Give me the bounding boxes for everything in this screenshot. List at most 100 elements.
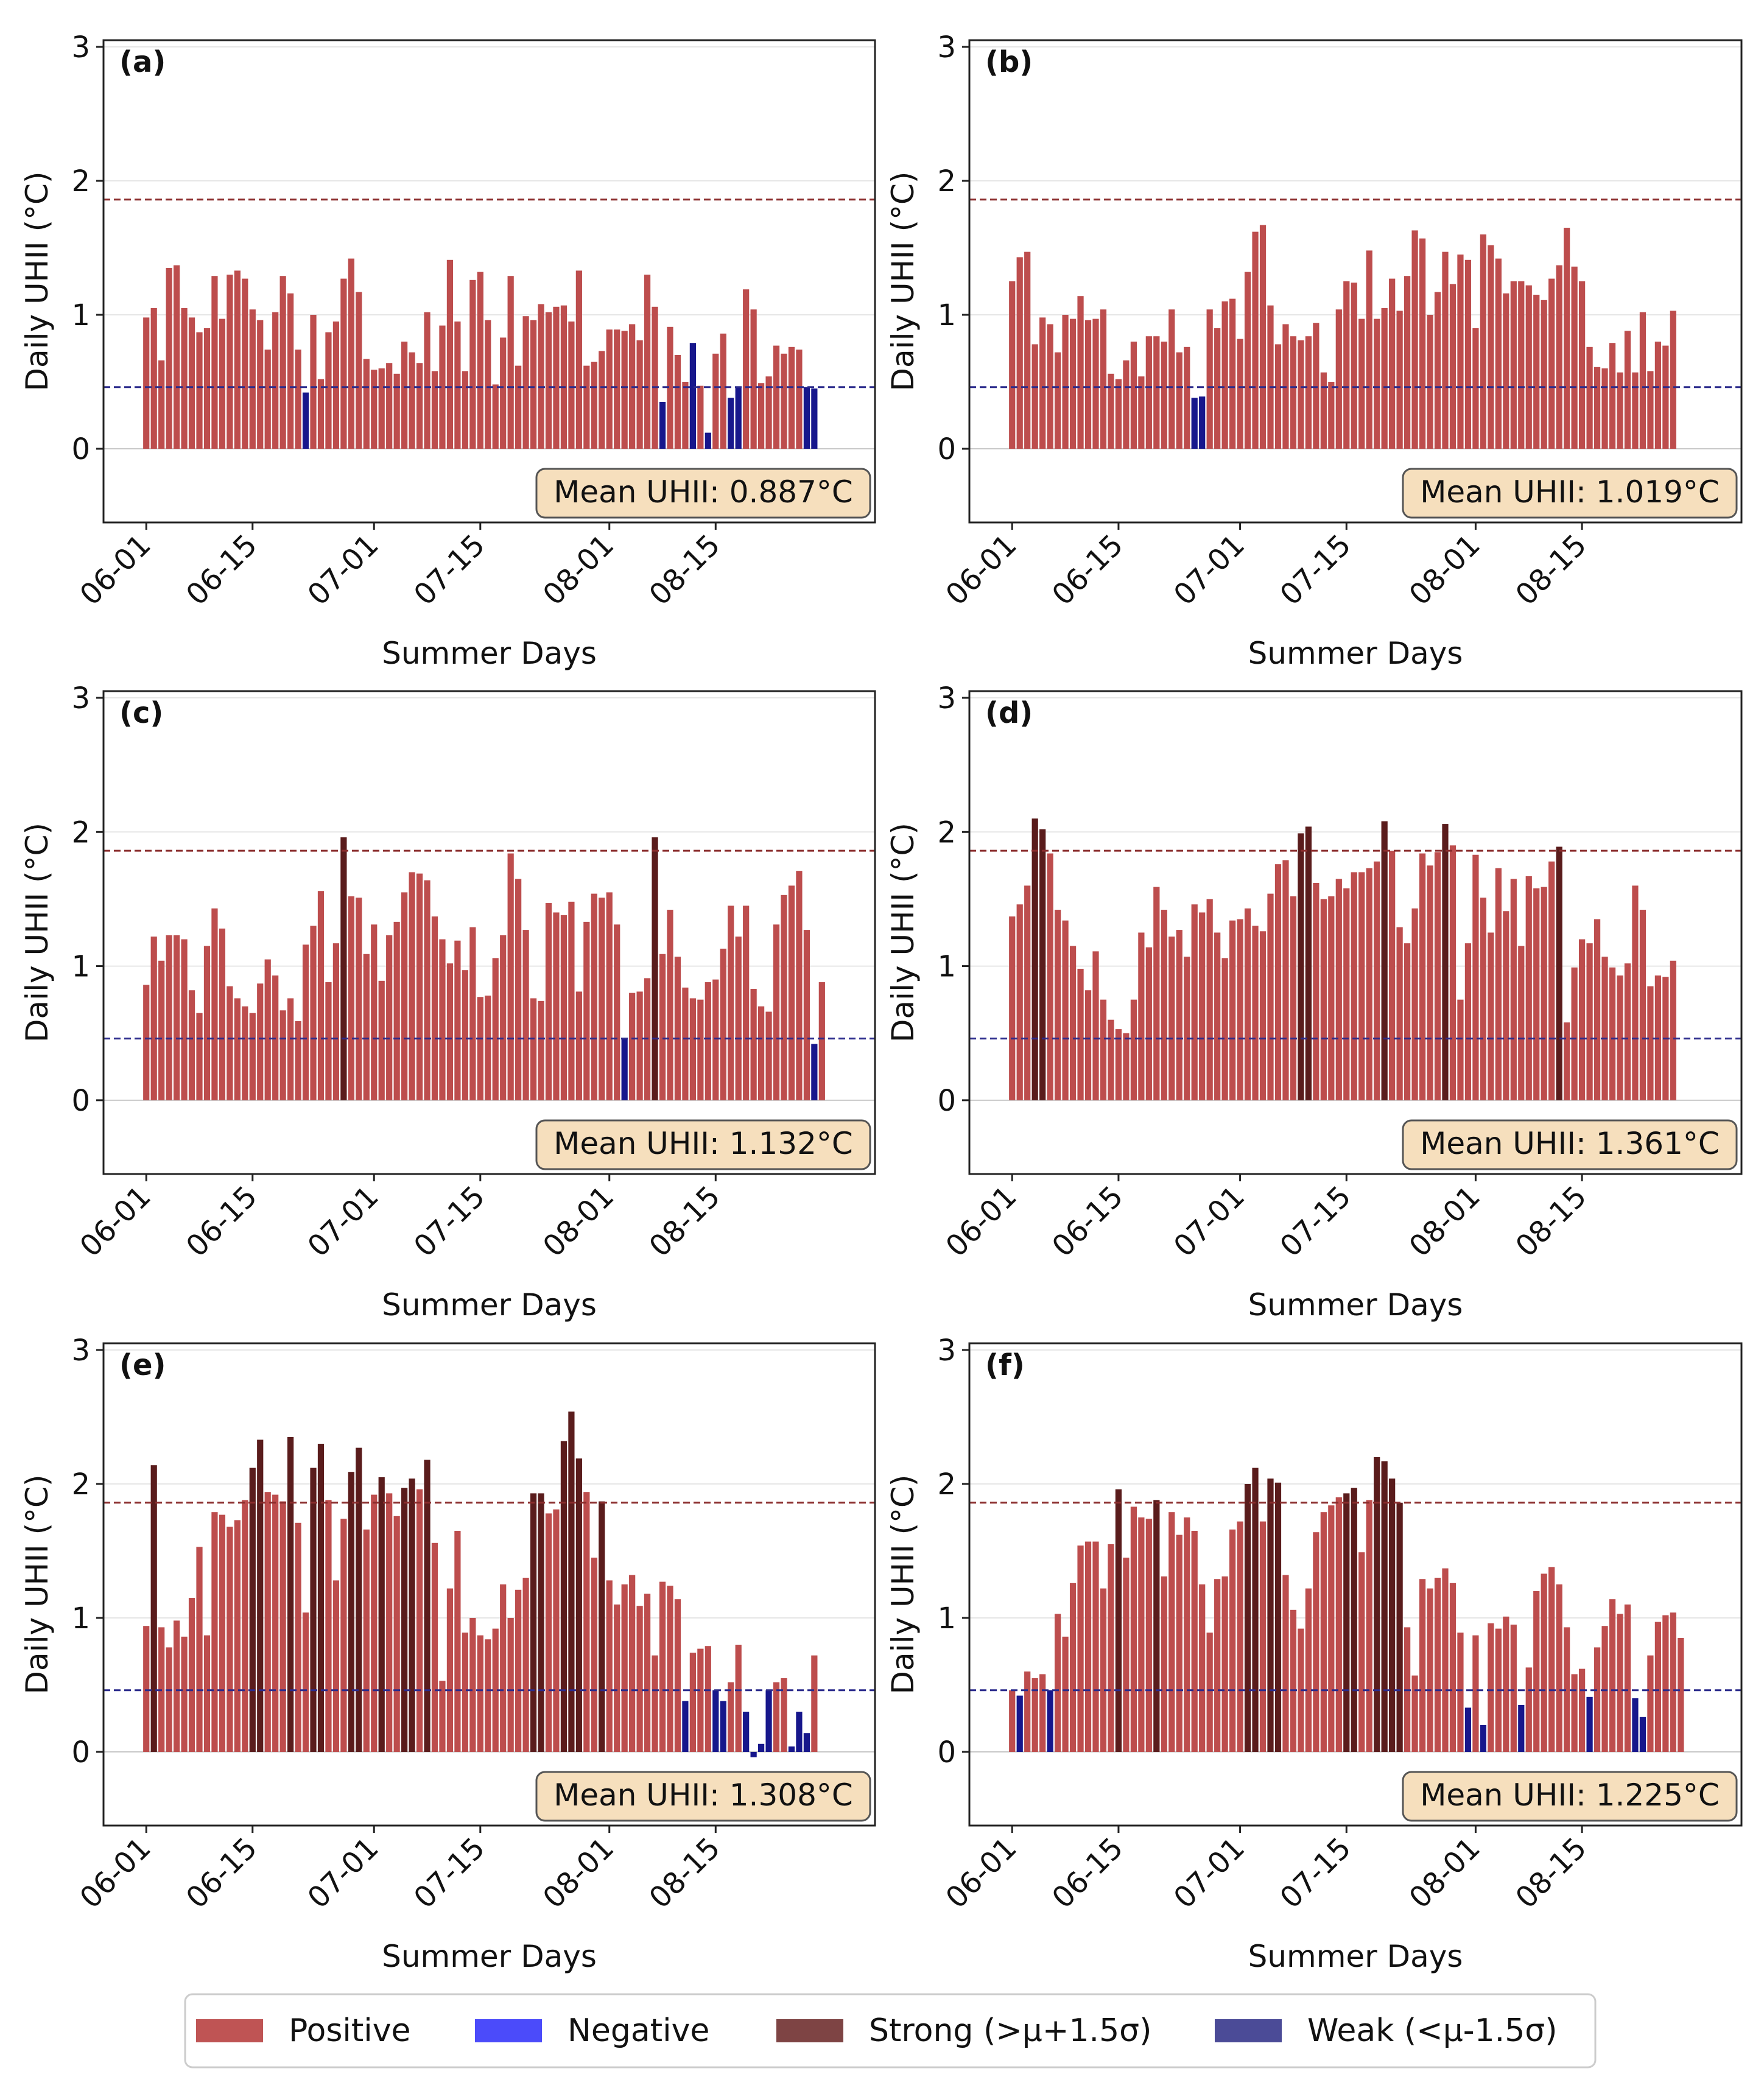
bar-positive <box>1016 257 1023 449</box>
bar-positive <box>1092 1541 1099 1752</box>
legend-swatch <box>196 2019 263 2042</box>
bar-positive <box>1115 1029 1122 1100</box>
bar-positive <box>363 359 370 449</box>
bar-positive <box>652 1655 658 1752</box>
bar-positive <box>1442 1568 1449 1752</box>
panel-label: (f) <box>985 1348 1025 1382</box>
bar-positive <box>446 259 454 449</box>
bar-positive <box>1601 957 1608 1100</box>
bar-positive <box>553 306 560 449</box>
y-tick-label: 0 <box>71 1084 90 1118</box>
bar-weak <box>659 402 666 449</box>
panel-label: (c) <box>119 696 163 730</box>
bar-positive <box>583 921 590 1100</box>
y-axis-label: Daily UHII (°C) <box>885 172 921 392</box>
x-tick-label: 08-01 <box>536 1179 620 1264</box>
y-tick-label: 0 <box>71 432 90 466</box>
bar-positive <box>659 954 666 1100</box>
bar-positive <box>1480 234 1487 449</box>
bar-weak <box>720 1701 726 1752</box>
bar-positive <box>1670 1612 1676 1752</box>
bar-positive <box>1411 1675 1418 1752</box>
bar-positive <box>1244 908 1251 1100</box>
bar-positive <box>1586 943 1593 1100</box>
x-tick-label: 08-01 <box>1403 528 1487 612</box>
bar-positive <box>1510 281 1517 449</box>
bar-positive <box>1488 245 1494 449</box>
x-tick-label: 06-01 <box>73 1831 157 1915</box>
bar-positive <box>614 924 620 1100</box>
bar-positive <box>1366 250 1372 449</box>
bar-positive <box>1237 339 1243 449</box>
bar-positive <box>492 958 499 1100</box>
y-tick-label: 3 <box>71 1334 90 1368</box>
bar-positive <box>1184 957 1190 1100</box>
bar-positive <box>166 935 172 1100</box>
bar-positive <box>560 305 568 449</box>
bar-positive <box>1168 937 1175 1100</box>
bar-positive <box>1662 345 1669 449</box>
bar-positive <box>1100 999 1107 1100</box>
bar-positive <box>1617 975 1623 1100</box>
bar-strong <box>1267 1478 1274 1752</box>
bar-positive <box>1138 1517 1145 1752</box>
bar-positive <box>712 353 719 449</box>
bar-positive <box>492 384 499 449</box>
bar-positive <box>325 332 332 449</box>
bar-positive <box>1442 251 1449 449</box>
x-tick-label: 06-15 <box>1045 1179 1130 1264</box>
bar-weak <box>803 1733 810 1752</box>
bar-positive <box>1123 360 1130 449</box>
bar-positive <box>788 346 795 449</box>
bar-positive <box>1419 238 1426 449</box>
legend-item: Strong (>μ+1.5σ) <box>776 2012 1151 2049</box>
bar-positive <box>1328 896 1335 1100</box>
y-tick-label: 2 <box>937 1468 956 1502</box>
bar-positive <box>507 853 514 1100</box>
bar-positive <box>249 1013 256 1100</box>
bar-positive <box>1434 292 1441 449</box>
bar-positive <box>1472 328 1479 449</box>
bar-positive <box>644 1594 651 1752</box>
y-axis-label: Daily UHII (°C) <box>885 823 921 1042</box>
bar-positive <box>1229 298 1236 449</box>
x-tick-label: 08-15 <box>643 1831 727 1915</box>
bar-positive <box>1221 1576 1228 1752</box>
legend-label: Strong (>μ+1.5σ) <box>869 2012 1151 2049</box>
bar-positive <box>1449 1583 1457 1752</box>
bar-positive <box>1031 1678 1038 1752</box>
bar-positive <box>1594 919 1601 1100</box>
x-tick-label: 06-15 <box>1045 528 1130 612</box>
bar-strong <box>1396 1502 1403 1752</box>
bar-positive <box>735 937 742 1100</box>
bar-positive <box>1624 963 1631 1100</box>
bar-positive <box>629 993 636 1100</box>
axes-frame <box>102 39 876 524</box>
bar-positive <box>356 292 362 449</box>
bar-positive <box>583 1492 590 1752</box>
bar-positive <box>158 960 165 1100</box>
bar-positive <box>287 293 294 449</box>
bar-positive <box>393 921 400 1100</box>
bar-positive <box>606 1580 613 1752</box>
x-tick-label: 06-01 <box>73 528 157 612</box>
bar-positive <box>705 1646 711 1752</box>
bar-positive <box>203 1635 211 1752</box>
bar-positive <box>1153 336 1160 449</box>
mean-badge <box>1402 468 1738 519</box>
bar-positive <box>1282 860 1289 1100</box>
bar-positive <box>1320 899 1327 1100</box>
bar-positive <box>1647 986 1654 1100</box>
bar-positive <box>1168 309 1175 449</box>
bar-positive <box>1495 258 1502 449</box>
bar-positive <box>143 317 150 449</box>
bar-positive <box>1480 898 1487 1100</box>
bar-positive <box>1609 343 1616 449</box>
bar-positive <box>1617 1614 1623 1752</box>
bar-positive <box>1343 281 1350 449</box>
bar-positive <box>1138 932 1145 1100</box>
bar-positive <box>1335 1497 1342 1752</box>
bar-positive <box>348 896 354 1100</box>
bar-positive <box>1214 932 1221 1100</box>
bar-positive <box>1624 1605 1631 1752</box>
